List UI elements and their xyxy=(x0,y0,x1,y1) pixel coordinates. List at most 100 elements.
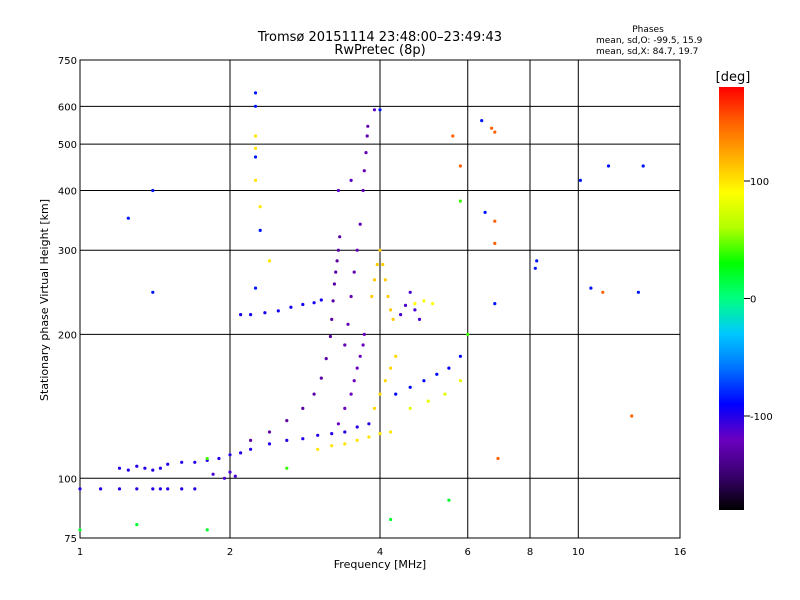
data-point xyxy=(394,392,398,396)
data-point xyxy=(493,241,497,245)
data-point xyxy=(589,286,593,290)
data-point xyxy=(365,134,369,138)
data-point xyxy=(443,392,447,396)
data-point xyxy=(606,164,611,168)
data-point xyxy=(367,422,371,426)
grid xyxy=(80,60,680,538)
data-point xyxy=(364,151,368,155)
data-point xyxy=(336,248,340,252)
data-point xyxy=(378,392,382,396)
data-point xyxy=(205,528,209,532)
data-point xyxy=(205,456,209,461)
data-point xyxy=(361,188,365,193)
data-point xyxy=(358,354,362,358)
x-tick-label: 16 xyxy=(674,547,687,558)
data-point xyxy=(336,422,340,426)
data-point xyxy=(458,199,462,203)
data-point xyxy=(263,311,267,315)
data-point xyxy=(636,290,641,294)
data-points xyxy=(78,91,645,532)
data-point xyxy=(458,164,462,168)
colorbar-tick-label: 0 xyxy=(750,295,756,306)
data-point xyxy=(316,433,320,437)
data-point xyxy=(180,460,184,464)
data-point xyxy=(158,487,162,491)
data-point xyxy=(193,487,197,491)
x-tick-label: 1 xyxy=(77,547,83,558)
y-tick-label: 750 xyxy=(58,56,77,67)
data-point xyxy=(285,438,289,442)
data-point xyxy=(143,466,147,470)
data-point xyxy=(253,155,258,159)
data-point xyxy=(334,270,338,274)
data-point xyxy=(312,301,316,305)
data-point xyxy=(78,528,82,532)
data-point xyxy=(343,430,347,434)
chart-subtitle: RwPretec (8p) xyxy=(334,43,425,58)
chart-title: Tromsø 20151114 23:48:00–23:49:43 xyxy=(257,30,502,45)
data-point xyxy=(375,262,379,267)
data-point xyxy=(493,302,497,306)
data-point xyxy=(378,108,382,112)
data-point xyxy=(378,432,382,436)
data-point xyxy=(267,442,272,446)
data-point xyxy=(217,456,221,461)
data-point xyxy=(99,487,103,491)
x-tick-label: 4 xyxy=(377,547,383,558)
data-point xyxy=(394,354,398,358)
data-point xyxy=(389,430,393,434)
data-point xyxy=(358,222,362,226)
data-point xyxy=(386,294,390,299)
data-point xyxy=(301,406,305,410)
data-point xyxy=(355,425,359,429)
data-point xyxy=(641,164,645,168)
data-point xyxy=(253,146,258,150)
data-point xyxy=(253,104,258,108)
colorbar xyxy=(719,87,744,510)
y-tick-label: 75 xyxy=(64,534,77,545)
data-point xyxy=(117,487,122,491)
data-point xyxy=(413,302,417,306)
stats-heading: Phases xyxy=(632,25,664,35)
data-point xyxy=(349,178,353,182)
x-tick-label: 10 xyxy=(572,547,585,558)
data-point xyxy=(135,487,139,491)
data-point xyxy=(408,290,412,294)
data-point xyxy=(267,430,272,434)
data-point xyxy=(417,317,422,321)
data-point xyxy=(222,476,227,480)
data-point xyxy=(331,299,335,303)
data-point xyxy=(335,259,339,263)
data-point xyxy=(211,472,215,476)
y-tick-label: 200 xyxy=(58,330,77,341)
data-point xyxy=(135,464,139,468)
data-point xyxy=(389,517,393,522)
data-point xyxy=(383,379,387,383)
data-point xyxy=(361,343,365,347)
data-point xyxy=(367,435,371,439)
data-point xyxy=(258,205,262,209)
plot-frame xyxy=(79,59,681,539)
data-point xyxy=(166,487,170,491)
data-point xyxy=(301,302,305,307)
data-point xyxy=(493,219,497,223)
data-point xyxy=(312,392,316,396)
data-point xyxy=(253,286,258,290)
colorbar-ticks: 100 0 -100 xyxy=(744,177,773,423)
data-point xyxy=(355,438,359,442)
data-point xyxy=(343,442,347,446)
data-point xyxy=(135,523,139,527)
data-point xyxy=(493,130,497,134)
x-tick-label: 8 xyxy=(527,547,533,558)
data-point xyxy=(126,468,130,472)
data-point xyxy=(403,303,408,307)
data-point xyxy=(233,474,237,478)
data-point xyxy=(349,392,353,396)
data-point xyxy=(435,372,439,376)
data-point xyxy=(352,270,356,274)
data-point xyxy=(352,379,356,383)
data-point xyxy=(535,259,539,263)
data-point xyxy=(355,366,359,370)
colorbar-label: [deg] xyxy=(716,70,751,85)
